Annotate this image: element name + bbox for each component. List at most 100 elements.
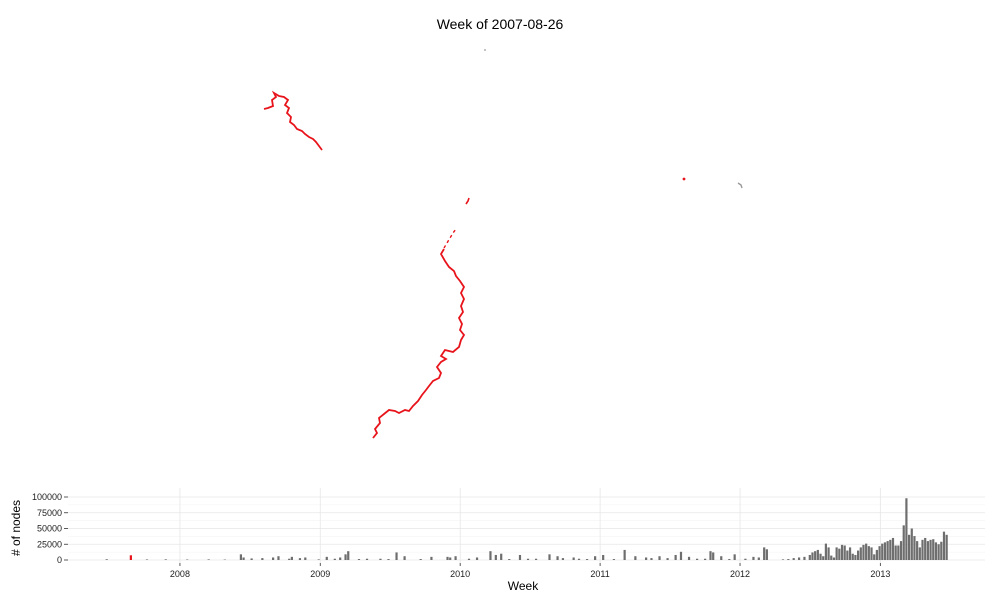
bar (902, 525, 905, 560)
y-tick-label: 0 (57, 555, 62, 565)
plot-background (68, 488, 985, 563)
x-tick-label: 2013 (870, 569, 890, 579)
x-tick-label: 2009 (310, 569, 330, 579)
bar (650, 558, 653, 560)
bar (781, 559, 785, 560)
bar (288, 558, 291, 560)
bar (937, 544, 940, 560)
bar (333, 558, 336, 560)
map-road-north (263, 90, 323, 151)
bar (819, 553, 822, 560)
bar (808, 554, 811, 560)
bar (403, 556, 406, 560)
bar (846, 550, 849, 560)
bar (838, 548, 841, 560)
bar (272, 557, 275, 560)
bar (913, 536, 916, 560)
bar (561, 558, 565, 560)
bar (859, 547, 862, 560)
bar (242, 557, 245, 560)
bar (634, 556, 637, 560)
bar (910, 528, 913, 560)
bar (870, 547, 873, 560)
map-road-south-fragment (443, 228, 457, 249)
x-tick-label: 2008 (170, 569, 190, 579)
bar (534, 558, 538, 560)
bar (186, 559, 189, 560)
bar (500, 553, 503, 560)
bar (945, 534, 948, 560)
bar (886, 541, 889, 560)
bar (894, 545, 897, 560)
bar (867, 546, 870, 560)
bar (344, 554, 347, 560)
bar (475, 557, 479, 560)
bar (878, 546, 881, 560)
y-tick-label: 25000 (37, 539, 62, 549)
bar (883, 542, 887, 560)
bar (875, 549, 878, 560)
map-gray-point (484, 49, 486, 51)
bar-highlighted (129, 555, 132, 560)
bar (921, 539, 924, 560)
bar (489, 551, 492, 560)
bar (824, 543, 827, 560)
x-tick-label: 2010 (450, 569, 470, 579)
bar (658, 556, 661, 560)
bar (379, 558, 382, 560)
y-tick-label: 100000 (32, 492, 62, 502)
bar (832, 557, 836, 560)
bar (261, 558, 264, 560)
y-tick-label: 50000 (37, 524, 62, 534)
bar (889, 539, 892, 560)
bar (325, 556, 328, 560)
bar (347, 551, 350, 560)
bar (840, 544, 844, 560)
bar (757, 557, 760, 560)
bar (862, 544, 865, 560)
bar (164, 559, 167, 560)
bar (494, 554, 497, 560)
bar (787, 559, 790, 560)
bar (733, 554, 736, 560)
bar (704, 558, 707, 560)
bar (577, 558, 581, 560)
bar (830, 555, 833, 560)
bar (763, 547, 766, 560)
bar (851, 553, 854, 560)
bar (365, 558, 369, 560)
bar (277, 556, 280, 560)
x-tick-label: 2012 (730, 569, 750, 579)
map-road-south (372, 248, 466, 439)
x-axis-label: Week (508, 579, 539, 593)
bar (932, 539, 935, 560)
bar (907, 534, 911, 560)
bar (854, 554, 857, 560)
bar (934, 542, 938, 560)
bar (419, 559, 422, 560)
bar (679, 551, 683, 560)
bar (105, 559, 108, 560)
bar (449, 557, 452, 560)
bar (765, 549, 768, 560)
histogram-grid (68, 488, 985, 563)
bar (572, 557, 575, 560)
bar (865, 543, 868, 560)
bar (816, 549, 819, 560)
bar (395, 552, 398, 560)
bar (508, 559, 511, 560)
bar (623, 549, 626, 560)
bar (929, 539, 932, 560)
bar (526, 558, 530, 560)
bar (857, 550, 860, 560)
bar (924, 537, 927, 560)
bar (357, 559, 361, 560)
bar (881, 543, 884, 560)
bar (899, 541, 903, 560)
bar (792, 558, 795, 560)
bar (905, 498, 908, 560)
map-road-north-fragment (465, 197, 470, 205)
bar (387, 559, 390, 560)
bar (585, 559, 589, 560)
